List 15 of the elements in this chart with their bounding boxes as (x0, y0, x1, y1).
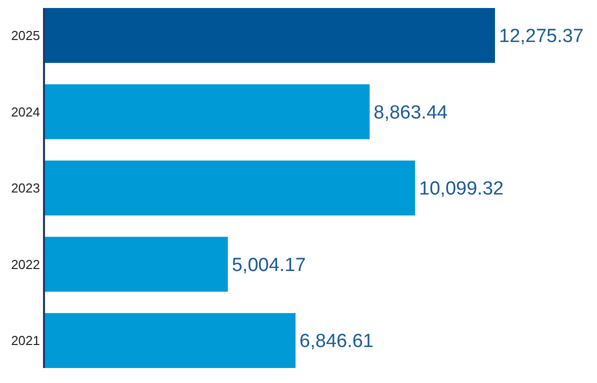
bar (44, 313, 296, 368)
data-label: 5,004.17 (232, 254, 306, 276)
data-label: 6,846.61 (300, 331, 374, 352)
bar (44, 236, 228, 292)
bar (44, 160, 416, 216)
data-label: 8,863.44 (374, 102, 448, 124)
bar (44, 8, 495, 63)
bar (44, 84, 370, 140)
y-tick-label: 2021 (11, 333, 40, 348)
y-tick-label: 2022 (11, 256, 40, 272)
data-label: 12,275.37 (499, 26, 584, 48)
data-label: 10,099.32 (419, 178, 504, 200)
y-tick-label: 2024 (11, 104, 40, 120)
y-tick-label: 2023 (11, 180, 40, 196)
y-tick-label: 2025 (11, 28, 40, 44)
